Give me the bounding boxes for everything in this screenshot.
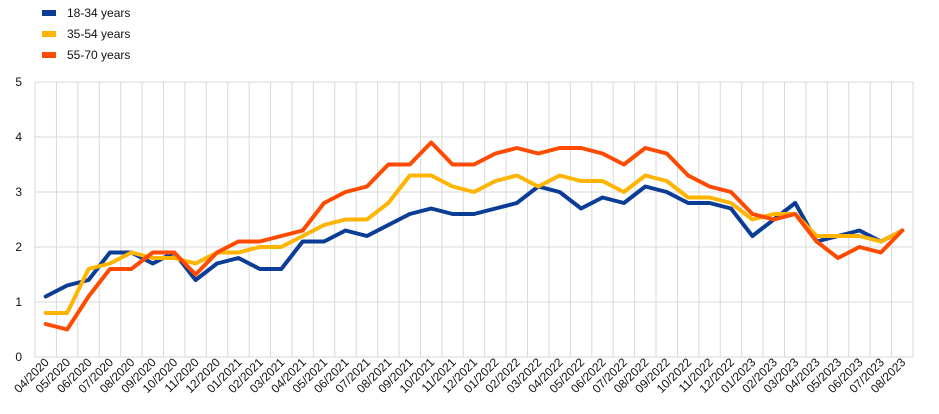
y-tick-label: 4	[15, 130, 22, 144]
y-tick-label: 1	[15, 295, 22, 309]
y-tick-label: 3	[15, 185, 22, 199]
series-line-35-54-years	[43, 173, 905, 315]
legend-item-18-34: 18-34 years	[42, 2, 130, 23]
legend-label-18-34: 18-34 years	[67, 5, 131, 20]
y-tick-label: 0	[15, 350, 22, 364]
series-line-55-70-years	[43, 140, 905, 332]
legend-swatch-18-34	[42, 9, 56, 16]
legend-label-55-70: 55-70 years	[67, 47, 131, 62]
series-line-18-34-years	[43, 184, 905, 299]
chart-legend: 18-34 years 35-54 years 55-70 years	[42, 2, 130, 65]
y-tick-label: 2	[15, 240, 22, 254]
legend-item-35-54: 35-54 years	[42, 23, 130, 44]
legend-item-55-70: 55-70 years	[42, 44, 130, 65]
legend-swatch-55-70	[42, 51, 56, 58]
legend-label-35-54: 35-54 years	[67, 26, 131, 41]
chart-series	[43, 140, 905, 332]
y-axis: 0 1 2 3 4 5	[15, 75, 22, 364]
y-tick-label: 5	[15, 75, 22, 89]
x-axis: 04/202005/202006/202007/202008/202009/20…	[11, 355, 908, 396]
legend-swatch-35-54	[42, 30, 56, 37]
